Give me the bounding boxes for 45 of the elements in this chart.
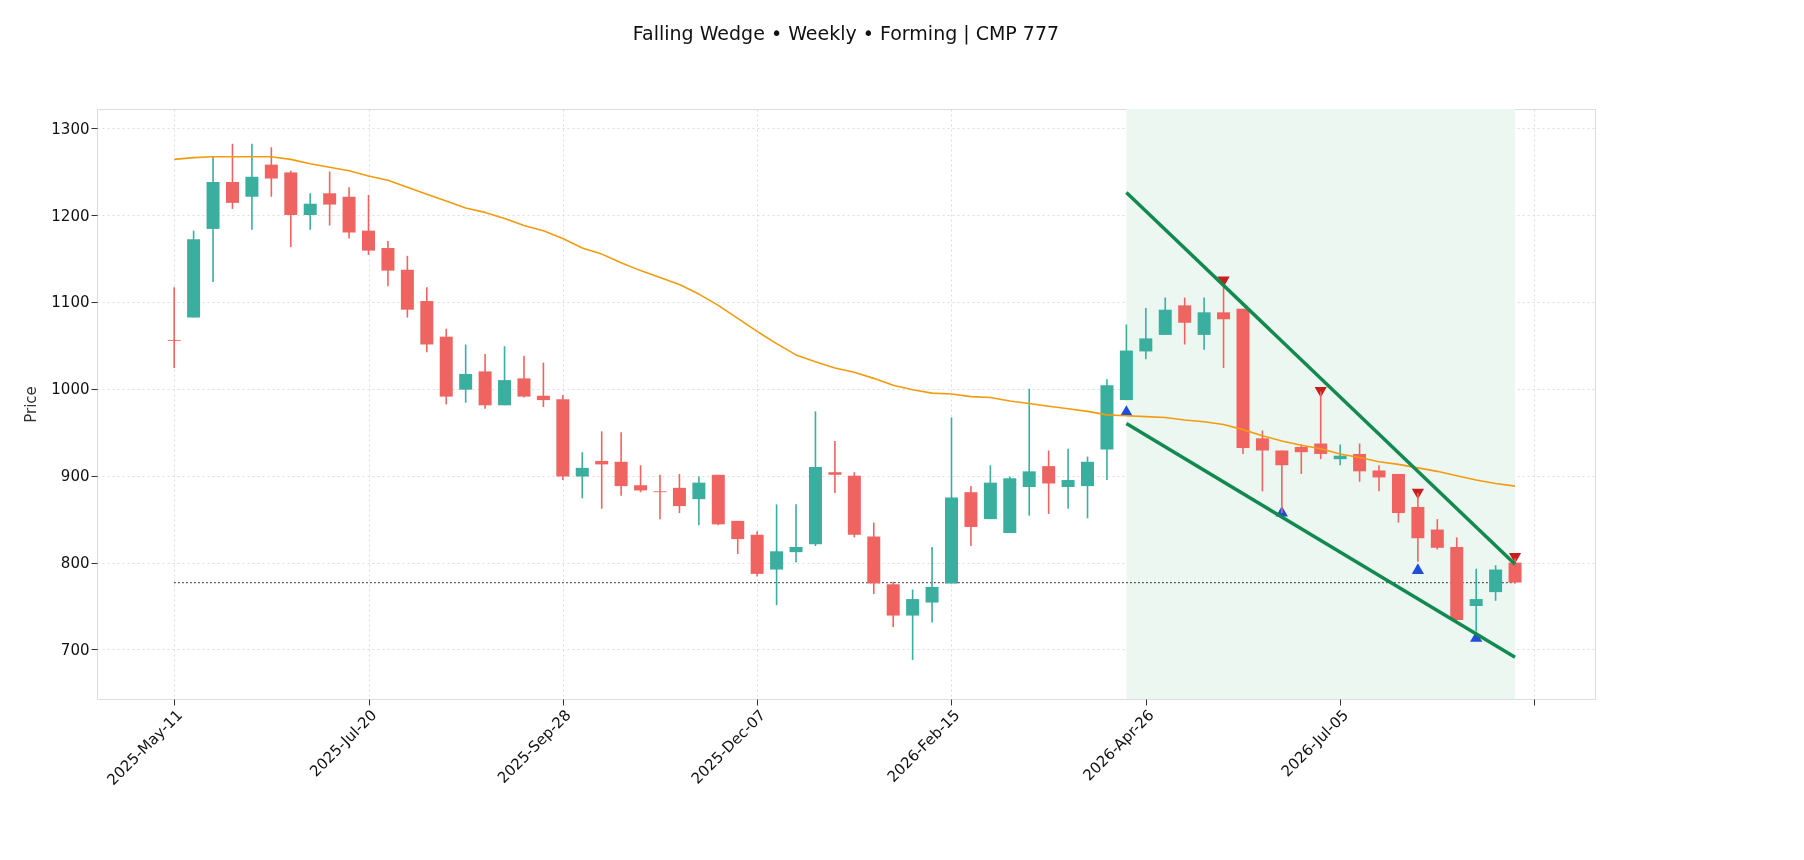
candlestick	[575, 451, 589, 500]
candlestick	[731, 520, 745, 555]
candlestick	[1139, 307, 1153, 361]
candlestick	[264, 146, 278, 198]
candlestick	[245, 142, 259, 231]
candlestick	[303, 192, 317, 231]
candlestick	[1489, 564, 1503, 602]
candlestick	[167, 286, 181, 369]
candlestick	[536, 361, 550, 408]
candlestick	[770, 503, 784, 606]
candlestick	[1430, 518, 1444, 551]
candlestick	[1197, 296, 1211, 351]
candlestick	[634, 464, 648, 493]
candlestick	[323, 170, 337, 227]
candlestick	[517, 354, 531, 399]
candlestick	[672, 473, 686, 514]
candlestick	[789, 503, 803, 564]
candlestick	[459, 343, 473, 404]
candlestick	[1294, 443, 1308, 475]
line-series	[173, 155, 1516, 487]
point	[1411, 563, 1424, 574]
candlestick	[381, 240, 395, 288]
candlestick	[692, 475, 706, 527]
y-tick-label: 1000	[51, 380, 90, 399]
candlestick	[906, 588, 920, 661]
candlestick	[225, 142, 239, 210]
candlestick	[1022, 387, 1036, 517]
candlestick	[1061, 447, 1075, 510]
candlestick	[653, 474, 667, 520]
y-tick-label: 1100	[51, 293, 90, 312]
candlestick	[828, 440, 842, 494]
candlestick	[1372, 464, 1386, 493]
candlestick	[1275, 449, 1289, 514]
candlestick	[925, 546, 939, 624]
y-axis-title: Price	[22, 386, 41, 423]
y-tick-label: 700	[60, 640, 90, 659]
candlestick	[1255, 429, 1269, 493]
y-tick-label: 800	[60, 554, 90, 573]
y-tick-label: 900	[60, 467, 90, 486]
y-tick-label: 1200	[51, 206, 90, 225]
y-tick-label: 1300	[51, 119, 90, 138]
candlestick	[1042, 449, 1056, 515]
candlestick	[362, 194, 376, 256]
chart-title: Falling Wedge • Weekly • Forming | CMP 777	[632, 22, 1060, 46]
candlestick	[1178, 296, 1192, 346]
